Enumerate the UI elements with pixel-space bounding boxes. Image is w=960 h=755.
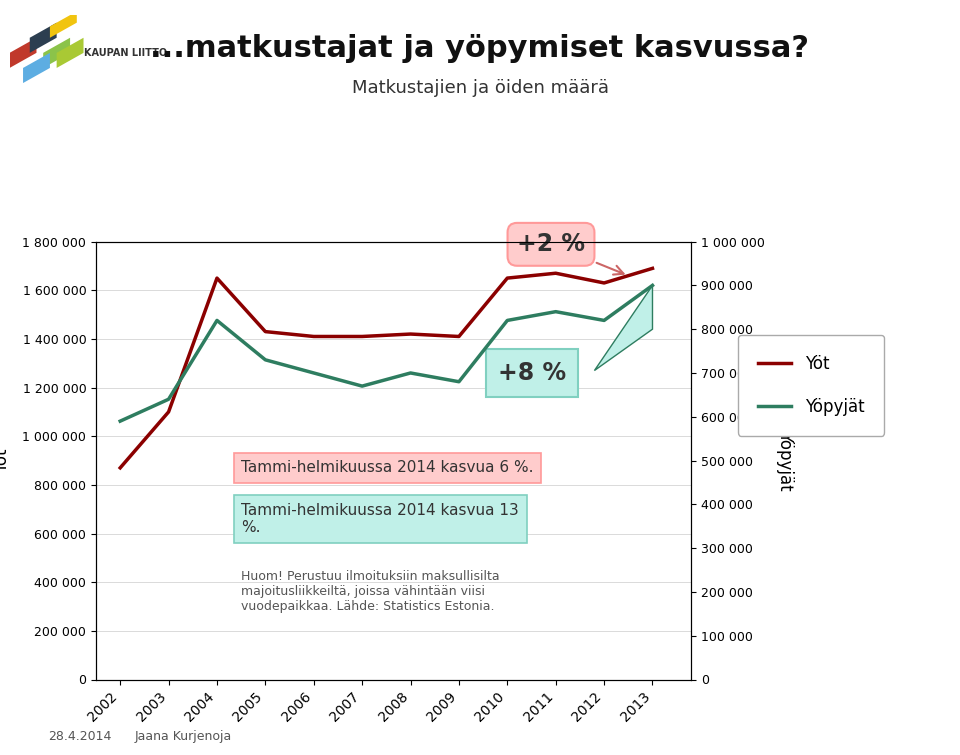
Text: Matkustajien ja öiden määrä: Matkustajien ja öiden määrä xyxy=(351,79,609,97)
Text: +2 %: +2 % xyxy=(517,233,624,275)
Polygon shape xyxy=(43,38,70,68)
Y-axis label: Yöpyjät: Yöpyjät xyxy=(776,431,794,490)
Legend: Yöt, Yöpyjät: Yöt, Yöpyjät xyxy=(738,334,884,436)
Text: Jaana Kurjenoja: Jaana Kurjenoja xyxy=(134,730,231,743)
Polygon shape xyxy=(50,11,77,38)
Y-axis label: Yöt: Yöt xyxy=(0,448,12,473)
Text: ...matkustajat ja yöpymiset kasvussa?: ...matkustajat ja yöpymiset kasvussa? xyxy=(151,34,809,63)
Polygon shape xyxy=(594,285,653,371)
Text: KAUPAN LIITTO: KAUPAN LIITTO xyxy=(84,48,167,58)
Polygon shape xyxy=(57,38,84,68)
Text: Huom! Perustuu ilmoituksiin maksullisilta
majoitusliikkeiltä, joissa vähintään v: Huom! Perustuu ilmoituksiin maksullisilt… xyxy=(241,571,500,613)
Text: Tammi-helmikuussa 2014 kasvua 6 %.: Tammi-helmikuussa 2014 kasvua 6 %. xyxy=(241,461,534,476)
Text: Tammi-helmikuussa 2014 kasvua 13
%.: Tammi-helmikuussa 2014 kasvua 13 %. xyxy=(241,503,519,535)
Text: +8 %: +8 % xyxy=(497,361,565,385)
Polygon shape xyxy=(30,23,57,53)
Polygon shape xyxy=(10,38,36,68)
Polygon shape xyxy=(23,53,50,83)
Text: 28.4.2014: 28.4.2014 xyxy=(48,730,111,743)
